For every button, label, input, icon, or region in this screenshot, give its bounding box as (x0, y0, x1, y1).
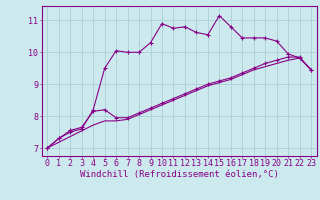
X-axis label: Windchill (Refroidissement éolien,°C): Windchill (Refroidissement éolien,°C) (80, 170, 279, 179)
